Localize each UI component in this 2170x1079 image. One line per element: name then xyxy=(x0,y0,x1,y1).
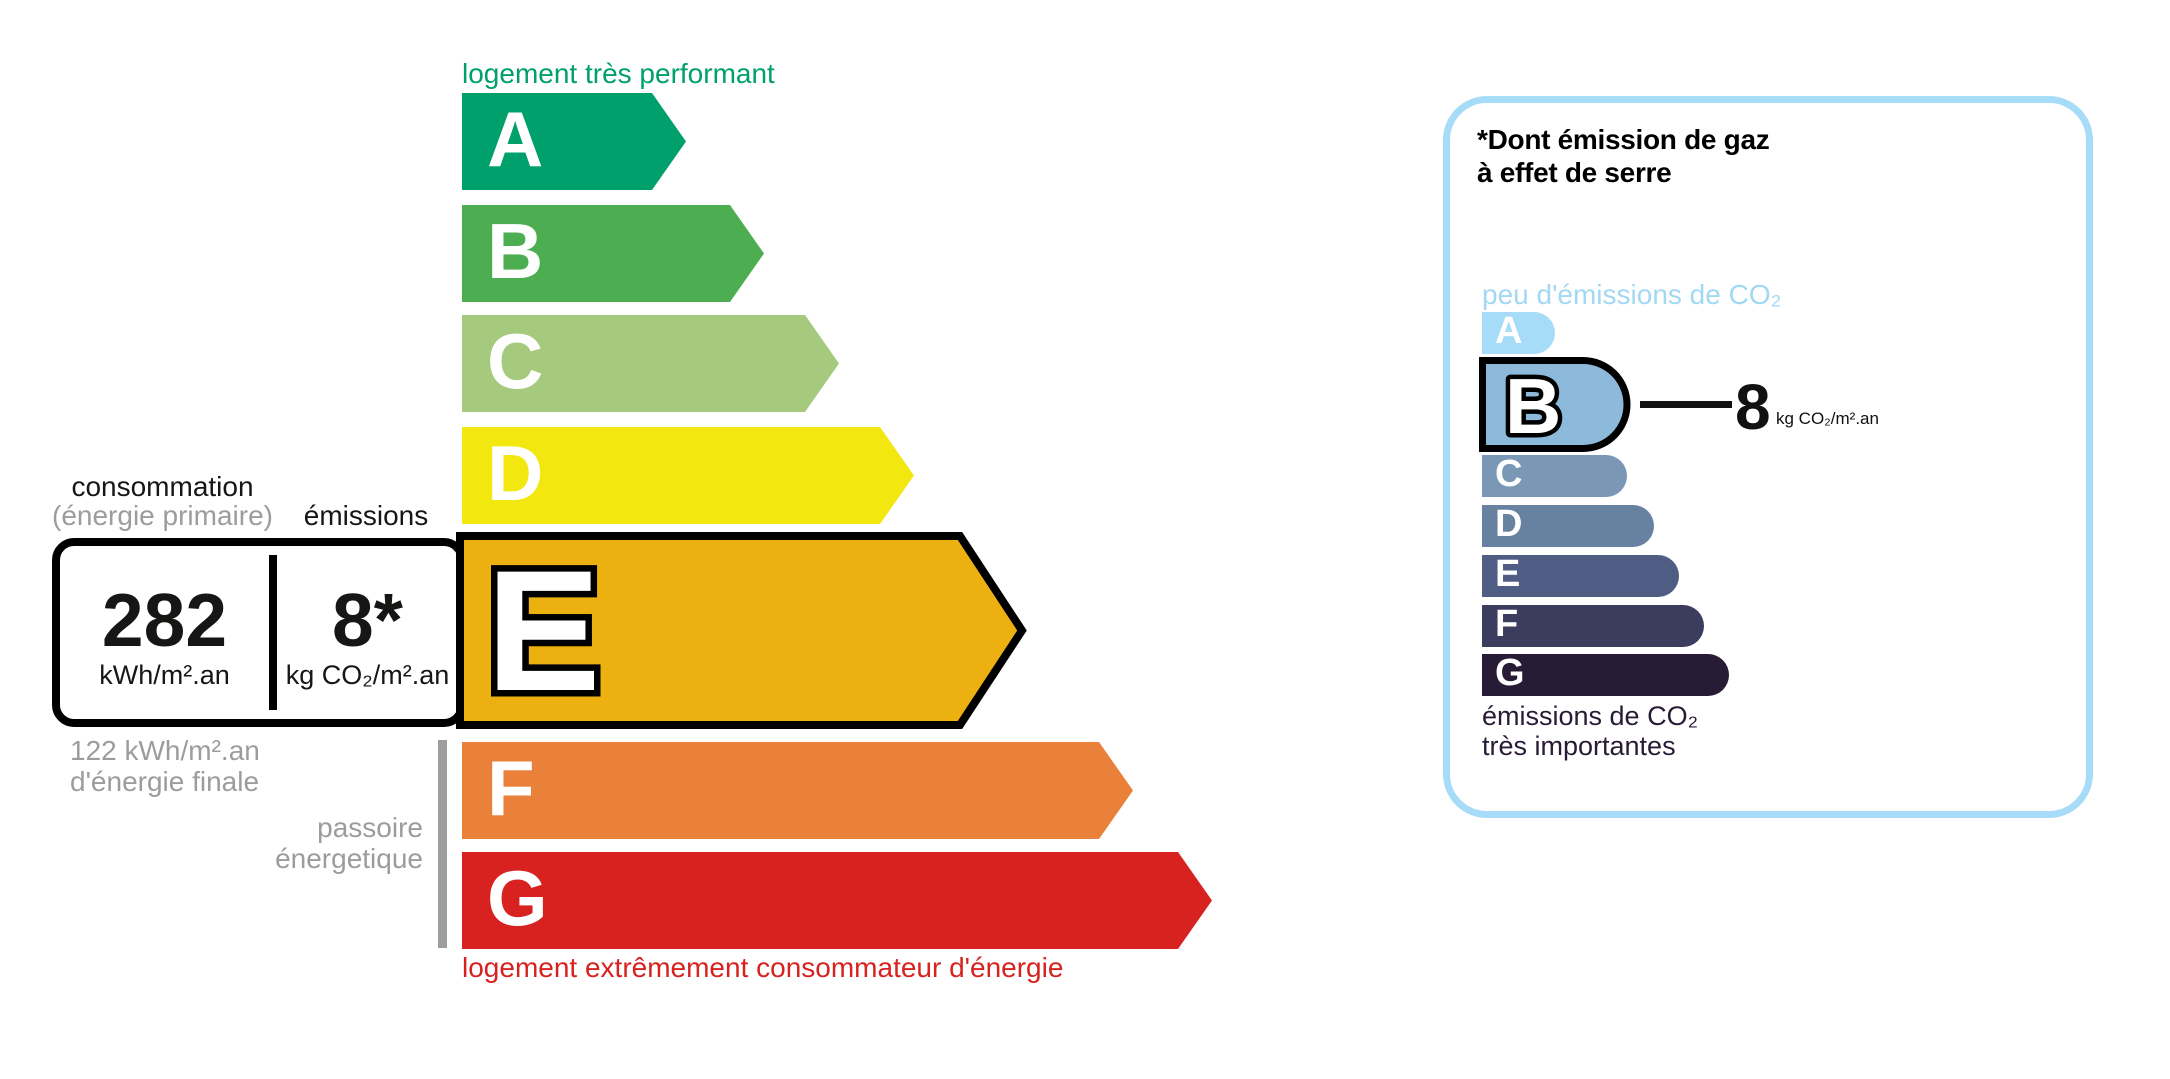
co2-bottom-line2: très importantes xyxy=(1482,731,1676,761)
co2-top-caption: peu d'émissions de CO₂ xyxy=(1482,279,1782,310)
co2-bar-e: E xyxy=(1482,555,1679,597)
energy-letter-c: C xyxy=(487,316,544,405)
energy-arrow-b: B xyxy=(462,205,764,302)
energy-arrow-d: D xyxy=(462,427,914,524)
final-energy-line1: 122 kWh/m².an xyxy=(70,735,260,766)
co2-letter-c: C xyxy=(1495,453,1523,495)
energy-arrow-e-selected: E xyxy=(456,532,1027,729)
emissions-cell: 8* kg CO₂/m².an xyxy=(277,546,458,719)
co2-selected-shape xyxy=(1479,357,1631,452)
passoire-bracket-bar xyxy=(438,740,447,948)
co2-pointer-line xyxy=(1640,401,1732,408)
co2-title-line2: à effet de serre xyxy=(1477,157,1672,188)
co2-panel-title: *Dont émission de gaz à effet de serre xyxy=(1477,123,1770,189)
consumption-value: 282 xyxy=(101,577,228,662)
selected-arrow-shape xyxy=(456,532,1027,729)
passoire-line1: passoire xyxy=(317,812,423,843)
co2-bottom-line1: émissions de CO₂ xyxy=(1482,701,1699,731)
header-emissions: émissions xyxy=(303,500,429,531)
energy-letter-e: E xyxy=(486,535,601,727)
header-consumption: consommation xyxy=(71,471,254,502)
emissions-unit: kg CO₂/m².an xyxy=(285,659,450,690)
co2-bar-b-selected: B xyxy=(1479,357,1631,452)
co2-selected-unit: kg CO₂/m².an xyxy=(1776,409,1879,428)
box-divider xyxy=(269,555,277,710)
co2-letter-a: A xyxy=(1495,310,1523,352)
energy-top-caption: logement très performant xyxy=(462,58,775,89)
consumption-emissions-box: 282 kWh/m².an 8* kg CO₂/m².an xyxy=(52,538,466,727)
emissions-value: 8* xyxy=(332,577,403,662)
energy-bottom-caption: logement extrêmement consommateur d'éner… xyxy=(462,952,1064,983)
energy-letter-d: D xyxy=(487,428,544,517)
co2-letter-d: D xyxy=(1495,503,1523,545)
co2-letter-b: B xyxy=(1505,362,1561,450)
co2-title-line1: *Dont émission de gaz xyxy=(1477,124,1770,155)
co2-letter-e: E xyxy=(1495,553,1521,595)
energy-letter-a: A xyxy=(487,94,544,183)
co2-bottom-caption: émissions de CO₂ très importantes xyxy=(1482,701,1698,761)
energy-arrow-f: F xyxy=(462,742,1133,839)
energy-letter-b: B xyxy=(487,206,544,295)
co2-selected-value: 8 xyxy=(1735,371,1771,443)
energy-arrow-a: A xyxy=(462,93,686,190)
co2-panel: *Dont émission de gaz à effet de serre p… xyxy=(1443,96,2093,818)
co2-letter-g: G xyxy=(1495,652,1525,694)
co2-bar-a: A xyxy=(1482,312,1555,354)
energy-letter-f: F xyxy=(487,743,535,832)
final-energy-line2: d'énergie finale xyxy=(70,766,260,797)
passoire-label: passoire énergetique xyxy=(123,812,423,874)
co2-bar-d: D xyxy=(1482,505,1654,547)
energy-arrow-g: G xyxy=(462,852,1212,949)
co2-bar-c: C xyxy=(1482,455,1627,497)
co2-bar-f: F xyxy=(1482,605,1704,647)
co2-letter-f: F xyxy=(1495,603,1519,645)
co2-bar-g: G xyxy=(1482,654,1729,696)
header-consumption-sub: (énergie primaire) xyxy=(52,500,273,531)
energy-arrow-c: C xyxy=(462,315,839,412)
consumption-unit: kWh/m².an xyxy=(99,659,230,690)
final-energy-label: 122 kWh/m².an d'énergie finale xyxy=(70,735,260,797)
consumption-cell: 282 kWh/m².an xyxy=(60,546,269,719)
passoire-line2: énergetique xyxy=(275,843,423,874)
energy-letter-g: G xyxy=(487,853,548,942)
